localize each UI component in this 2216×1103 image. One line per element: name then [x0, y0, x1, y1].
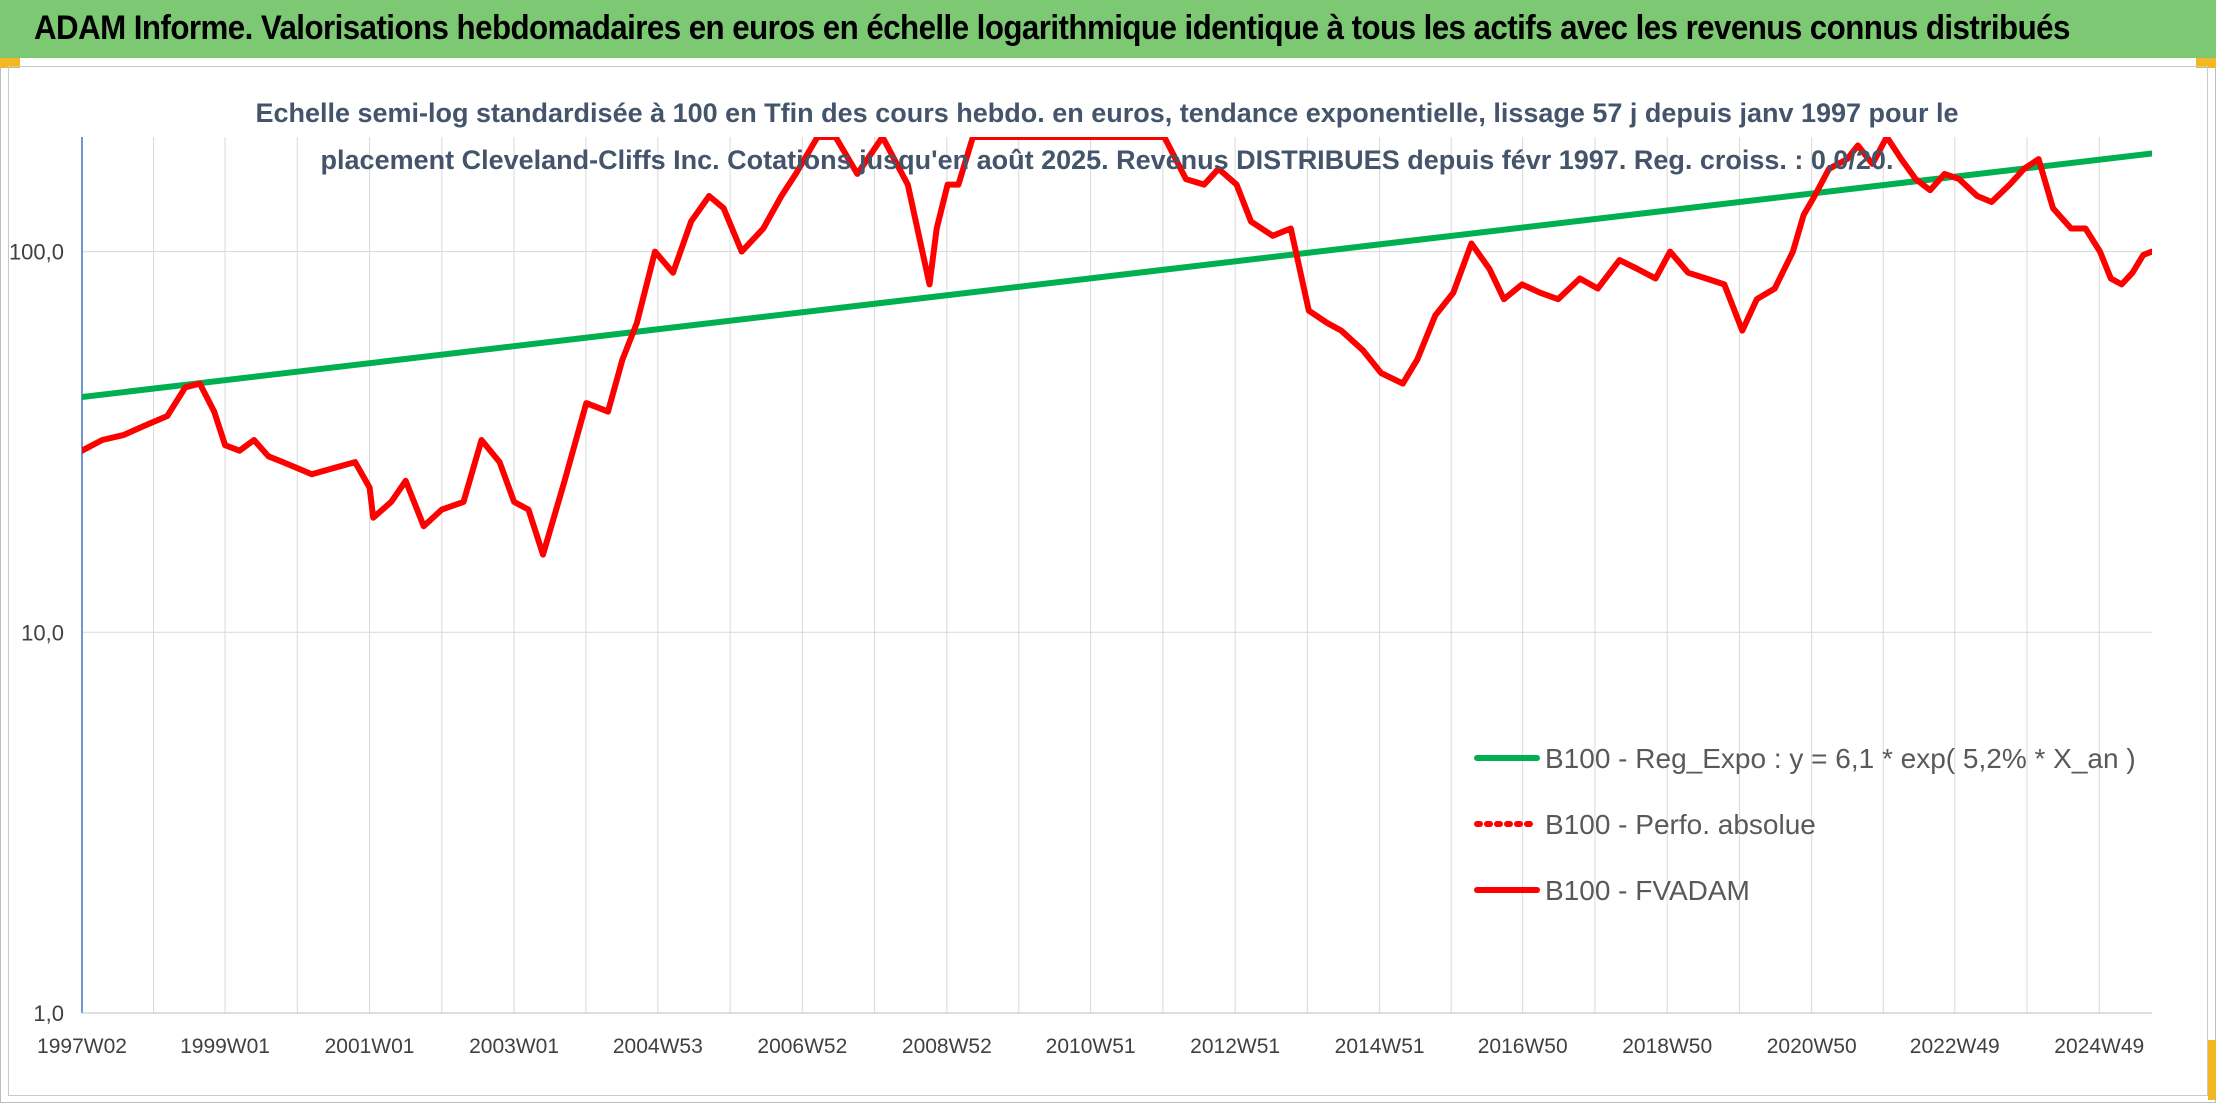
legend-label: B100 - Perfo. absolue	[1545, 809, 1816, 840]
x-tick-label: 2018W50	[1622, 1035, 1712, 1058]
legend-label: B100 - FVADAM	[1545, 875, 1750, 906]
legend-label: B100 - Reg_Expo : y = 6,1 * exp( 5,2% * …	[1545, 743, 2136, 774]
grid-layer	[81, 137, 2152, 1014]
legend: B100 - Reg_Expo : y = 6,1 * exp( 5,2% * …	[1474, 743, 2136, 906]
x-tick-label: 2006W52	[757, 1035, 847, 1058]
x-tick-label: 2004W53	[613, 1035, 703, 1058]
series-layer	[82, 137, 2152, 558]
x-tick-label: 2010W51	[1046, 1035, 1136, 1058]
x-tick-label: 2022W49	[1910, 1035, 2000, 1058]
corner-marker-right	[2196, 58, 2216, 68]
y-tick-label: 10,0	[21, 620, 64, 645]
y-tick-label: 1,0	[33, 1001, 64, 1026]
x-tick-label: 1999W01	[180, 1035, 270, 1058]
x-tick-label: 2016W50	[1478, 1035, 1568, 1058]
series-regression-line	[82, 150, 2152, 400]
subtitle-layer: Echelle semi-log standardisée à 100 en T…	[255, 98, 1958, 175]
x-tick-label: 1997W02	[37, 1035, 127, 1058]
corner-marker-left	[0, 58, 20, 68]
title-banner: ADAM Informe. Valorisations hebdomadaire…	[0, 0, 2216, 58]
y-tick-label: 100,0	[9, 240, 64, 265]
chart-frame	[8, 66, 2208, 1096]
x-tick-label: 2020W50	[1767, 1035, 1857, 1058]
x-tick-label: 2014W51	[1335, 1035, 1425, 1058]
series-fvadam-line	[82, 137, 2152, 558]
corner-marker-bottom	[2208, 1040, 2216, 1100]
page-title: ADAM Informe. Valorisations hebdomadaire…	[34, 9, 2070, 47]
x-tick-label: 2012W51	[1190, 1035, 1280, 1058]
x-tick-label: 2001W01	[325, 1035, 415, 1058]
chart-subtitle-line: placement Cleveland-Cliffs Inc. Cotation…	[321, 145, 1894, 175]
x-tick-label: 2024W49	[2054, 1035, 2144, 1058]
axis-layer: 1,0 10,0 100,0 1997W02 1999W01 2001W01 2003W01…	[9, 137, 2152, 1058]
x-tick-label: 2003W01	[469, 1035, 559, 1058]
chart-subtitle-line: Echelle semi-log standardisée à 100 en T…	[255, 98, 1958, 128]
x-tick-label: 2008W52	[902, 1035, 992, 1058]
